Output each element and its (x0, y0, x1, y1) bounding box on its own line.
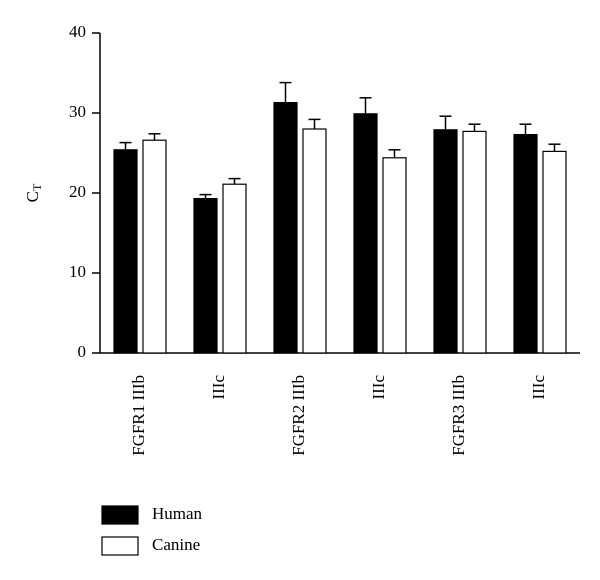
y-tick-label: 10 (69, 262, 86, 281)
bar (353, 113, 378, 354)
bar (462, 130, 487, 354)
bar (113, 149, 138, 354)
bar (542, 150, 567, 354)
bar (433, 129, 458, 354)
x-tick-label: IIIc (529, 375, 548, 400)
y-tick-label: 40 (69, 22, 86, 41)
bar (273, 101, 298, 354)
y-axis-title: CT (23, 183, 44, 202)
y-tick-label: 20 (69, 182, 86, 201)
y-label-subscript: T (30, 183, 44, 191)
legend-swatch (101, 536, 139, 556)
bar (382, 157, 407, 354)
x-tick-label: FGFR1 IIIb (129, 375, 148, 456)
bar (193, 198, 218, 354)
y-label: C (23, 191, 42, 202)
x-tick-label: FGFR3 IIIb (449, 375, 468, 456)
bar (222, 183, 247, 354)
bar (142, 139, 167, 354)
legend-label: Canine (152, 535, 200, 554)
y-tick-label: 30 (69, 102, 86, 121)
x-tick-label: IIIc (369, 375, 388, 400)
x-tick-label: IIIc (209, 375, 228, 400)
y-tick-label: 0 (78, 342, 87, 361)
legend-swatch (101, 505, 139, 525)
x-tick-label: FGFR2 IIIb (289, 375, 308, 456)
bar (513, 134, 538, 354)
bar (302, 128, 327, 354)
legend-label: Human (152, 504, 203, 523)
